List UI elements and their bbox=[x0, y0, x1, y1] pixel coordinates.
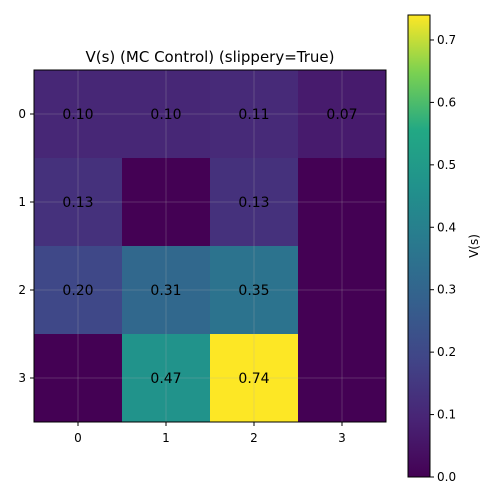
heatmap-cell bbox=[122, 246, 211, 335]
colorbar-tick-label: 0.0 bbox=[437, 470, 456, 484]
y-axis: 0 1 2 3 bbox=[18, 107, 34, 385]
cell-value-label: 0.13 bbox=[62, 195, 93, 211]
x-axis: 0 1 2 3 bbox=[74, 422, 346, 445]
heatmap-cell bbox=[34, 158, 123, 247]
colorbar-tick-label: 0.4 bbox=[437, 220, 456, 234]
x-tick-label: 2 bbox=[250, 431, 258, 445]
cell-value-label: 0.47 bbox=[150, 371, 181, 387]
heatmap-cell bbox=[298, 334, 387, 423]
heatmap-cell bbox=[210, 70, 299, 159]
heatmap-cell bbox=[122, 334, 211, 423]
colorbar-gradient bbox=[407, 14, 431, 478]
colorbar-tick-label: 0.2 bbox=[437, 345, 456, 359]
x-tick-label: 3 bbox=[338, 431, 346, 445]
colorbar-tick-label: 0.7 bbox=[437, 33, 456, 47]
heatmap-cell bbox=[122, 70, 211, 159]
heatmap-cell bbox=[34, 246, 123, 335]
heatmap-cell bbox=[210, 334, 299, 423]
cell-value-label: 0.31 bbox=[150, 283, 181, 299]
heatmap-cell bbox=[34, 70, 123, 159]
x-tick-label: 1 bbox=[162, 431, 170, 445]
cell-value-labels: 0.10 0.10 0.11 0.07 0.13 0.13 0.20 0.31 0.35 0.47… bbox=[62, 107, 357, 387]
y-tick-label: 3 bbox=[18, 371, 26, 385]
colorbar: 0.0 0.1 0.2 0.3 0.4 0.5 0.6 0.7 V(s) bbox=[407, 14, 481, 484]
heatmap-cell bbox=[34, 334, 123, 423]
heatmap-cell bbox=[298, 158, 387, 247]
y-tick-label: 2 bbox=[18, 283, 26, 297]
cell-value-label: 0.07 bbox=[326, 107, 357, 123]
chart-title: V(s) (MC Control) (slippery=True) bbox=[85, 48, 334, 66]
grid-lines bbox=[34, 70, 386, 422]
x-tick-label: 0 bbox=[74, 431, 82, 445]
cell-value-label: 0.10 bbox=[150, 107, 181, 123]
heatmap-cell bbox=[298, 70, 387, 159]
colorbar-tick-label: 0.3 bbox=[437, 283, 456, 297]
colorbar-tick-label: 0.6 bbox=[437, 95, 456, 109]
cell-value-label: 0.20 bbox=[62, 283, 93, 299]
cell-value-label: 0.74 bbox=[238, 371, 269, 387]
cell-value-label: 0.10 bbox=[62, 107, 93, 123]
heatmap-cell bbox=[298, 246, 387, 335]
heatmap-cells bbox=[34, 70, 387, 423]
colorbar-label: V(s) bbox=[467, 234, 481, 258]
plot-frame bbox=[33, 69, 387, 423]
colorbar-ticks: 0.0 0.1 0.2 0.3 0.4 0.5 0.6 0.7 bbox=[430, 33, 456, 484]
cell-value-label: 0.11 bbox=[238, 107, 269, 123]
heatmap-cell bbox=[210, 158, 299, 247]
y-tick-label: 1 bbox=[18, 195, 26, 209]
cell-value-label: 0.13 bbox=[238, 195, 269, 211]
colorbar-tick-label: 0.5 bbox=[437, 158, 456, 172]
heatmap-cell bbox=[210, 246, 299, 335]
y-tick-label: 0 bbox=[18, 107, 26, 121]
colorbar-tick-label: 0.1 bbox=[437, 408, 456, 422]
cell-value-label: 0.35 bbox=[238, 283, 269, 299]
heatmap-cell bbox=[122, 158, 211, 247]
